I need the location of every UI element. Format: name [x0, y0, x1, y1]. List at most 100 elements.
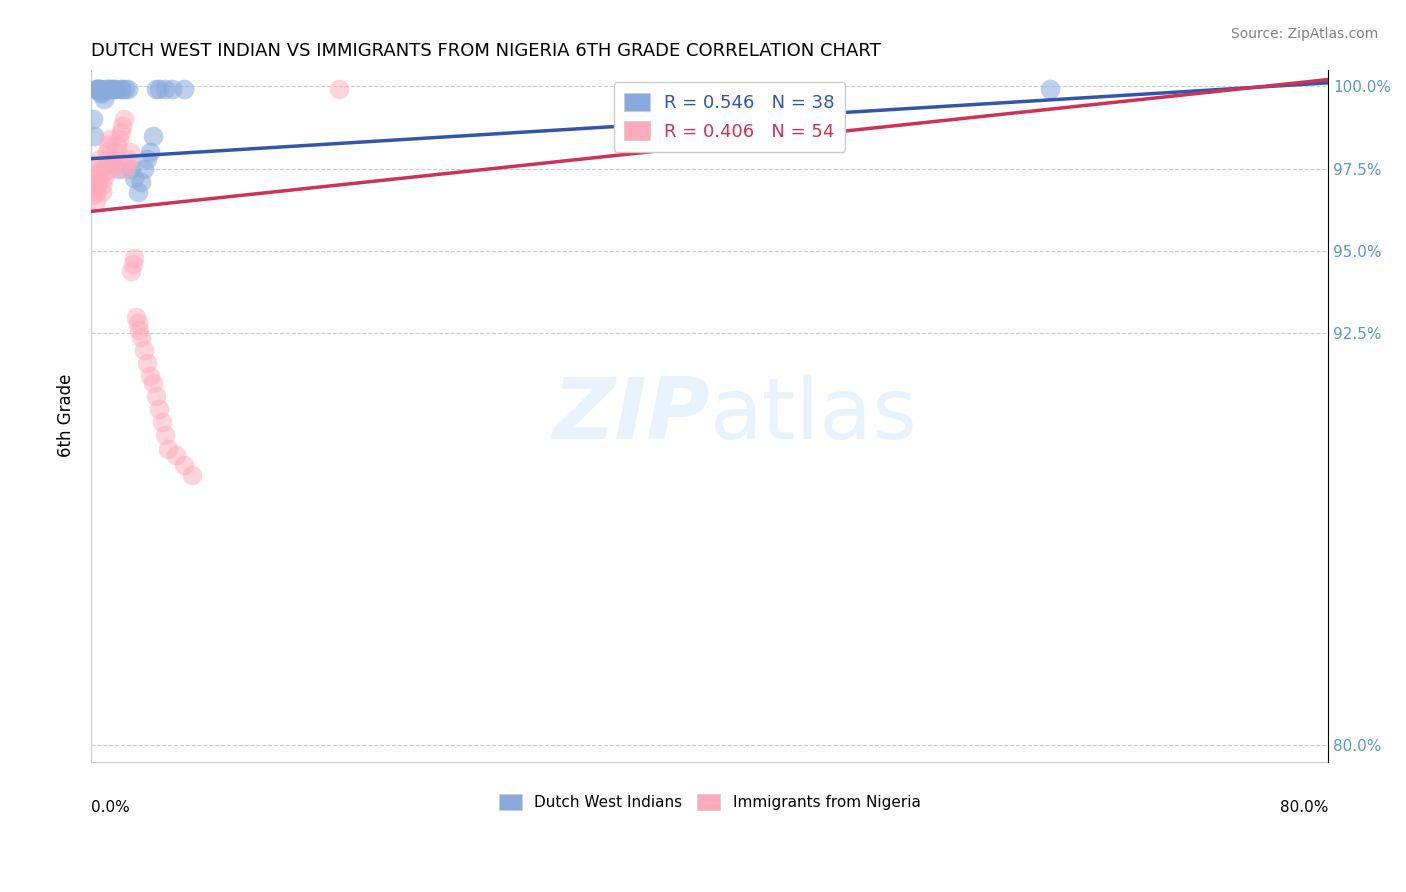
Legend: R = 0.546   N = 38, R = 0.406   N = 54: R = 0.546 N = 38, R = 0.406 N = 54 [613, 82, 845, 152]
Text: 0.0%: 0.0% [91, 800, 129, 815]
Text: DUTCH WEST INDIAN VS IMMIGRANTS FROM NIGERIA 6TH GRADE CORRELATION CHART: DUTCH WEST INDIAN VS IMMIGRANTS FROM NIG… [91, 42, 882, 60]
Point [173, 458, 195, 472]
Point [115, 158, 138, 172]
Point [89, 158, 111, 172]
Point [86, 178, 108, 192]
Point [83, 168, 105, 182]
Point [1039, 82, 1062, 96]
Point [132, 161, 155, 176]
Point [150, 415, 173, 429]
Point [89, 82, 111, 96]
Point [111, 119, 134, 133]
Point [173, 82, 195, 96]
Point [100, 82, 122, 96]
Point [101, 158, 124, 172]
Point [97, 138, 120, 153]
Point [155, 428, 177, 442]
Point [98, 132, 121, 146]
Point [157, 442, 180, 456]
Point [110, 125, 132, 139]
Point [160, 82, 183, 96]
Point [97, 82, 120, 96]
Y-axis label: 6th Grade: 6th Grade [58, 374, 75, 458]
Point [142, 376, 165, 390]
Point [148, 402, 170, 417]
Point [114, 161, 136, 176]
Point [165, 448, 187, 462]
Point [112, 112, 135, 127]
Point [129, 329, 152, 343]
Point [127, 317, 149, 331]
Point [328, 82, 350, 96]
Point [135, 356, 157, 370]
Point [145, 389, 167, 403]
Point [127, 185, 149, 199]
Point [122, 257, 145, 271]
Point [139, 145, 162, 159]
Point [100, 161, 122, 176]
Point [84, 82, 107, 96]
Point [128, 323, 150, 337]
Point [83, 178, 105, 192]
Point [103, 82, 125, 96]
Point [104, 82, 127, 96]
Point [117, 152, 139, 166]
Point [132, 343, 155, 357]
Point [114, 82, 136, 96]
Point [108, 161, 131, 176]
Point [124, 251, 146, 265]
Point [104, 145, 127, 159]
Point [117, 82, 139, 96]
Point [87, 171, 110, 186]
Point [108, 132, 131, 146]
Point [120, 263, 142, 277]
Point [84, 185, 107, 199]
Point [101, 82, 124, 96]
Point [145, 82, 167, 96]
Point [83, 128, 105, 143]
Point [94, 82, 117, 96]
Point [103, 152, 125, 166]
Point [87, 82, 110, 96]
Point [87, 165, 110, 179]
Point [82, 178, 104, 192]
Point [180, 468, 202, 483]
Point [84, 194, 107, 209]
Point [93, 171, 115, 186]
Point [110, 82, 132, 96]
Point [86, 171, 108, 186]
Point [96, 82, 118, 96]
Point [148, 82, 170, 96]
Point [82, 112, 104, 127]
Point [111, 82, 134, 96]
Point [89, 152, 111, 166]
Point [118, 145, 141, 159]
Point [129, 175, 152, 189]
Point [139, 369, 162, 384]
Point [94, 158, 117, 172]
Point [142, 128, 165, 143]
Point [86, 82, 108, 96]
Text: atlas: atlas [710, 375, 918, 458]
Text: Source: ZipAtlas.com: Source: ZipAtlas.com [1230, 27, 1378, 41]
Point [120, 161, 142, 176]
Point [135, 152, 157, 166]
Point [155, 82, 177, 96]
Text: ZIP: ZIP [553, 375, 710, 458]
Point [98, 82, 121, 96]
Point [93, 92, 115, 106]
Point [91, 86, 114, 100]
Point [125, 310, 148, 324]
Text: 80.0%: 80.0% [1279, 800, 1329, 815]
Point [82, 187, 104, 202]
Point [91, 185, 114, 199]
Point [86, 82, 108, 96]
Point [124, 171, 146, 186]
Point [96, 145, 118, 159]
Point [91, 178, 114, 192]
Point [87, 82, 110, 96]
Point [89, 86, 111, 100]
Point [96, 152, 118, 166]
Point [107, 138, 129, 153]
Point [93, 165, 115, 179]
